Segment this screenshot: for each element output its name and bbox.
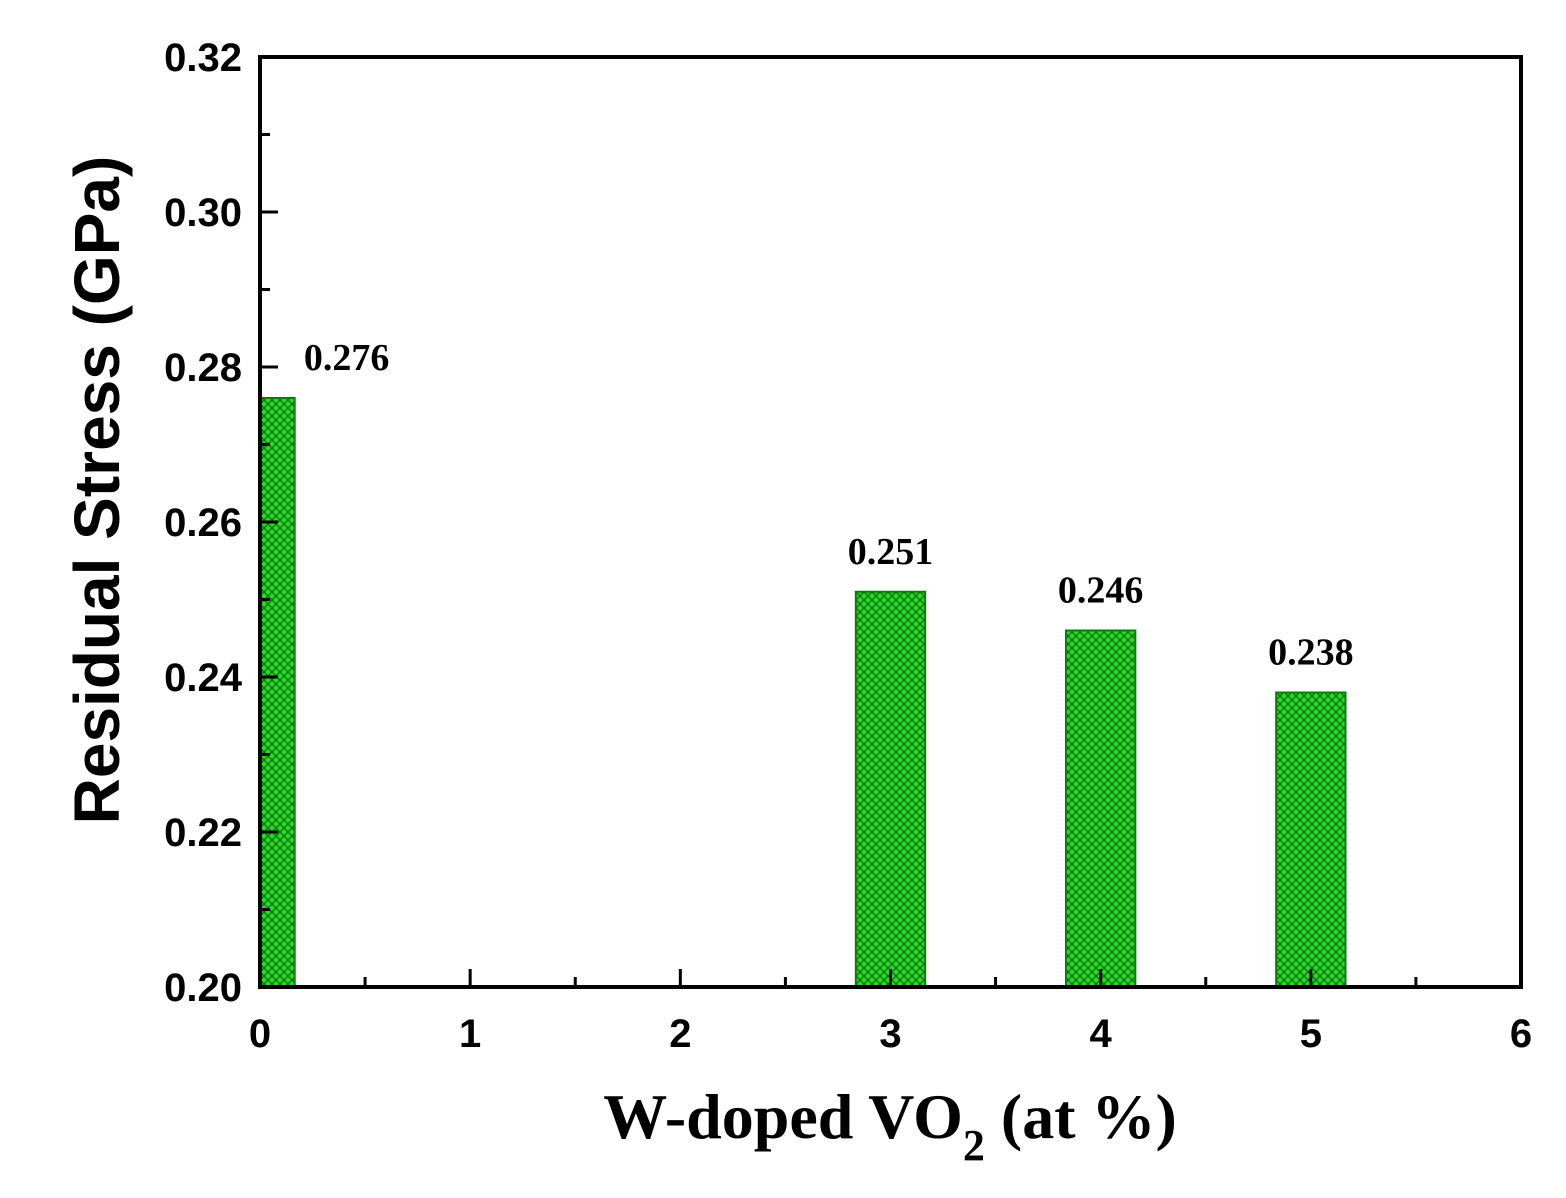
data-label-5: 0.238 bbox=[1268, 632, 1354, 674]
y-tick-label: 0.26 bbox=[164, 501, 242, 545]
bar-0 bbox=[259, 397, 296, 988]
x-tick-label: 5 bbox=[1300, 1012, 1322, 1056]
data-label-0: 0.276 bbox=[304, 337, 390, 379]
x-tick-label: 6 bbox=[1510, 1012, 1532, 1056]
bar-4 bbox=[1064, 629, 1137, 988]
x-tick-label: 4 bbox=[1090, 1012, 1113, 1056]
tick-labels-layer: 0 1 2 3 4 5 6 0.20 0.22 0.24 0.26 0.28 0.30 0.32 bbox=[164, 36, 1532, 1056]
x-axis-label-subscript: 2 bbox=[963, 1121, 985, 1170]
data-label-3: 0.251 bbox=[848, 531, 934, 573]
bars-layer bbox=[259, 397, 1347, 988]
y-tick-label: 0.28 bbox=[164, 346, 242, 390]
x-axis-label: W-doped VO2 (at %) bbox=[603, 1081, 1177, 1170]
x-axis-label-tail: (at %) bbox=[985, 1081, 1177, 1152]
x-tick-label: 2 bbox=[669, 1012, 691, 1056]
y-tick-label: 0.24 bbox=[164, 656, 243, 700]
y-tick-label: 0.30 bbox=[164, 191, 242, 235]
x-tick-label: 3 bbox=[879, 1012, 901, 1056]
plot-frame bbox=[258, 55, 1523, 989]
y-axis-label: Residual Stress (GPa) bbox=[61, 156, 133, 825]
x-tick-label: 1 bbox=[459, 1012, 481, 1056]
y-tick-label: 0.22 bbox=[164, 811, 242, 855]
data-label-4: 0.246 bbox=[1058, 570, 1144, 612]
bar-5 bbox=[1275, 691, 1347, 988]
bar-3 bbox=[854, 590, 927, 988]
y-tick-label: 0.20 bbox=[164, 966, 242, 1010]
x-axis-label-main: W-doped VO bbox=[603, 1081, 963, 1152]
data-labels-layer: 0.276 0.251 0.246 0.238 bbox=[304, 337, 1354, 674]
y-tick-label: 0.32 bbox=[164, 36, 242, 80]
x-tick-label: 0 bbox=[249, 1012, 271, 1056]
